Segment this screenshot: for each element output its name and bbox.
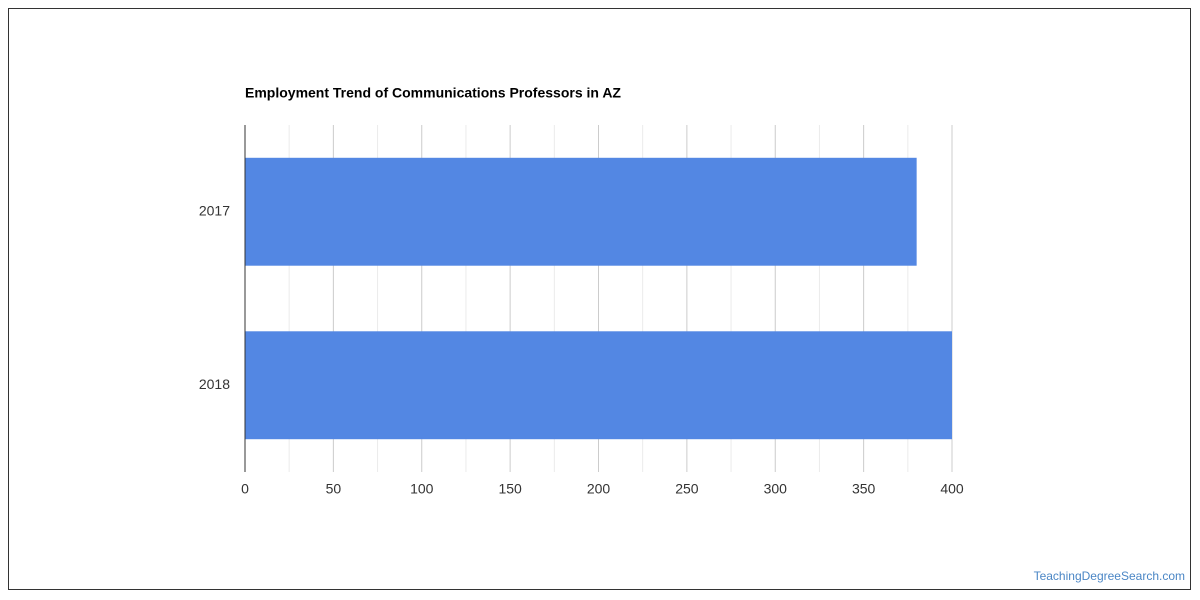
x-tick-label: 150: [498, 481, 522, 497]
x-tick-label: 250: [675, 481, 699, 497]
x-tick-label: 50: [326, 481, 342, 497]
x-tick-label: 300: [764, 481, 788, 497]
x-tick-label: 200: [587, 481, 611, 497]
frame: [8, 8, 1191, 590]
x-tick-label: 350: [852, 481, 876, 497]
chart-title: Employment Trend of Communications Profe…: [245, 85, 621, 101]
x-tick-label: 400: [940, 481, 964, 497]
bar: [245, 331, 952, 440]
y-tick-label: 2018: [199, 376, 230, 392]
x-tick-label: 100: [410, 481, 434, 497]
bar: [245, 157, 917, 266]
watermark: TeachingDegreeSearch.com: [1034, 569, 1185, 583]
y-tick-label: 2017: [199, 202, 230, 218]
x-tick-label: 0: [241, 481, 249, 497]
